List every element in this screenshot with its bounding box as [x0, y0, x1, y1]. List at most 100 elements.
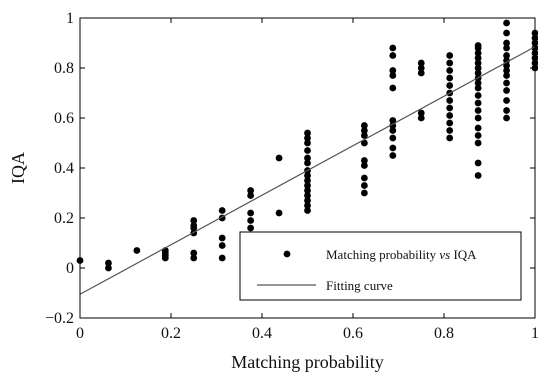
data-point [389, 52, 397, 59]
data-point [389, 127, 397, 134]
data-point [474, 64, 482, 72]
x-tick-label: 0.6 [343, 325, 363, 342]
x-tick-label: 0.2 [161, 325, 181, 342]
data-point [474, 79, 482, 87]
y-tick-label: 0 [66, 260, 74, 277]
data-point [474, 49, 482, 57]
data-point [304, 139, 311, 147]
data-point [247, 209, 255, 217]
data-point [304, 192, 311, 199]
data-point [446, 82, 454, 89]
y-tick-label: 0.8 [54, 60, 74, 77]
data-point [218, 207, 226, 214]
data-point [389, 84, 397, 92]
data-point [474, 59, 482, 67]
data-point [304, 147, 311, 154]
x-axis-label: Matching probability [231, 352, 383, 372]
data-point [360, 174, 368, 182]
data-point [503, 39, 510, 47]
data-point [503, 19, 510, 27]
data-point [503, 44, 510, 52]
data-point [304, 207, 311, 214]
data-point [360, 182, 368, 189]
data-point [503, 29, 510, 37]
data-point [389, 117, 397, 124]
data-point [304, 177, 311, 184]
data-point [503, 107, 510, 114]
data-point [446, 67, 454, 74]
data-point [474, 84, 482, 92]
data-point [474, 114, 482, 122]
data-point [304, 182, 311, 189]
y-tick-label: 0.6 [54, 110, 74, 127]
data-point [446, 104, 454, 112]
x-tick-label: 1 [531, 325, 538, 342]
data-point [474, 99, 482, 107]
legend-marker-scatter [283, 250, 291, 258]
data-point [446, 119, 454, 127]
y-tick-label: 1 [66, 10, 74, 27]
data-point [360, 122, 368, 129]
data-point [474, 159, 482, 167]
data-point [247, 217, 255, 224]
data-point [105, 259, 112, 267]
data-point [503, 114, 510, 122]
data-point [474, 132, 482, 139]
data-point [389, 44, 397, 52]
data-point [360, 127, 368, 134]
data-point [247, 192, 255, 199]
fitting-curve-line [79, 46, 536, 295]
axes: 0 0.2 0.4 0.6 0.8 1−0.200.20.40.60.81 [45, 10, 538, 342]
data-point [389, 144, 397, 152]
data-point [247, 187, 255, 194]
data-point [389, 134, 397, 142]
data-point [417, 59, 425, 67]
data-point [446, 74, 454, 82]
data-point [389, 67, 397, 74]
y-tick-label: 0.2 [54, 210, 74, 227]
data-point [304, 187, 311, 194]
data-point [247, 224, 255, 232]
data-point [474, 69, 482, 77]
data-point [474, 54, 482, 62]
data-point [389, 72, 397, 79]
y-axis-label: IQA [8, 152, 28, 184]
data-point [360, 157, 368, 164]
data-point [218, 254, 226, 262]
data-point [417, 69, 425, 77]
data-point [304, 172, 311, 179]
data-point [190, 249, 198, 257]
data-point [503, 72, 510, 79]
data-point [503, 97, 510, 104]
data-point [304, 202, 311, 209]
data-point [417, 109, 425, 117]
data-point [304, 154, 311, 162]
data-point [474, 107, 482, 114]
data-point [360, 162, 368, 169]
data-point [446, 52, 454, 59]
data-point [503, 57, 510, 64]
x-tick-label: 0.8 [434, 325, 454, 342]
data-point [503, 52, 510, 59]
data-point [417, 114, 425, 122]
data-point [304, 197, 311, 204]
data-point [190, 254, 198, 262]
data-point [304, 129, 311, 137]
data-point [360, 189, 368, 197]
legend: Matching probability vs IQA Fitting curv… [239, 231, 522, 301]
x-tick-label: 0.4 [252, 325, 272, 342]
y-tick-label: −0.2 [45, 310, 74, 327]
data-point [417, 64, 425, 72]
legend-label-line: Fitting curve [326, 278, 393, 293]
data-point [190, 222, 198, 229]
data-point [218, 234, 226, 242]
plot-area [76, 19, 538, 295]
data-point [218, 242, 226, 249]
data-point [446, 134, 454, 142]
y-tick-label: 0.4 [54, 160, 74, 177]
data-point [360, 139, 368, 147]
data-point [474, 172, 482, 179]
data-point [304, 134, 311, 142]
data-point [474, 124, 482, 132]
